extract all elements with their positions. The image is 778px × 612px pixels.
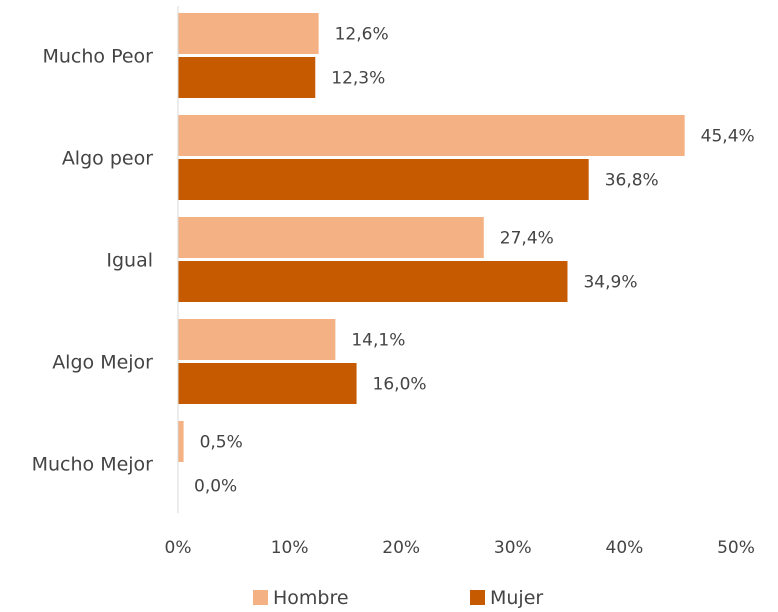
x-tick-label: 10% [271,538,309,558]
category-label: Algo peor [62,148,153,170]
x-tick-label: 0% [165,538,192,558]
bar-hombre [178,13,319,54]
category-label: Mucho Peor [43,46,154,68]
legend-label-hombre: Hombre [273,587,349,609]
data-label: 45,4% [701,127,755,147]
x-tick-label: 30% [494,538,532,558]
legend-label-mujer: Mujer [490,587,543,609]
data-label: 16,0% [373,375,427,395]
bar-mujer [178,57,316,98]
data-label: 0,0% [194,477,237,497]
legend: Hombre Mujer [253,587,543,609]
category-label: Igual [106,250,153,272]
x-tick-label: 50% [717,538,755,558]
bar-mujer [178,159,589,200]
x-tick-label: 40% [606,538,644,558]
category-label: Mucho Mejor [32,454,154,476]
bar-hombre [178,319,336,360]
x-tick-label: 20% [382,538,420,558]
legend-swatch-mujer [470,590,485,605]
bar-hombre [178,421,184,462]
data-label: 34,9% [583,273,637,293]
data-label: 0,5% [200,433,243,453]
category-label: Algo Mejor [52,352,153,374]
data-label: 36,8% [605,171,659,191]
category-labels: Mucho Peor Algo peor Igual Algo Mejor Mucho … [32,46,154,476]
data-label: 14,1% [351,331,405,351]
bar-hombre [178,217,484,258]
bar-mujer [178,261,568,302]
bar-mujer [178,363,357,404]
data-label: 12,6% [335,25,389,45]
data-label: 12,3% [331,69,385,89]
legend-swatch-hombre [253,590,268,605]
data-label: 27,4% [500,229,554,249]
data-labels: 12,6% 12,3% 45,4% 36,8% 27,4% 34,9% 14,1% 16,0%… [194,25,755,497]
x-axis-tick-labels: 0% 10% 20% 30% 40% 50% [165,538,755,558]
bars-group [178,13,685,462]
bar-hombre [178,115,685,156]
